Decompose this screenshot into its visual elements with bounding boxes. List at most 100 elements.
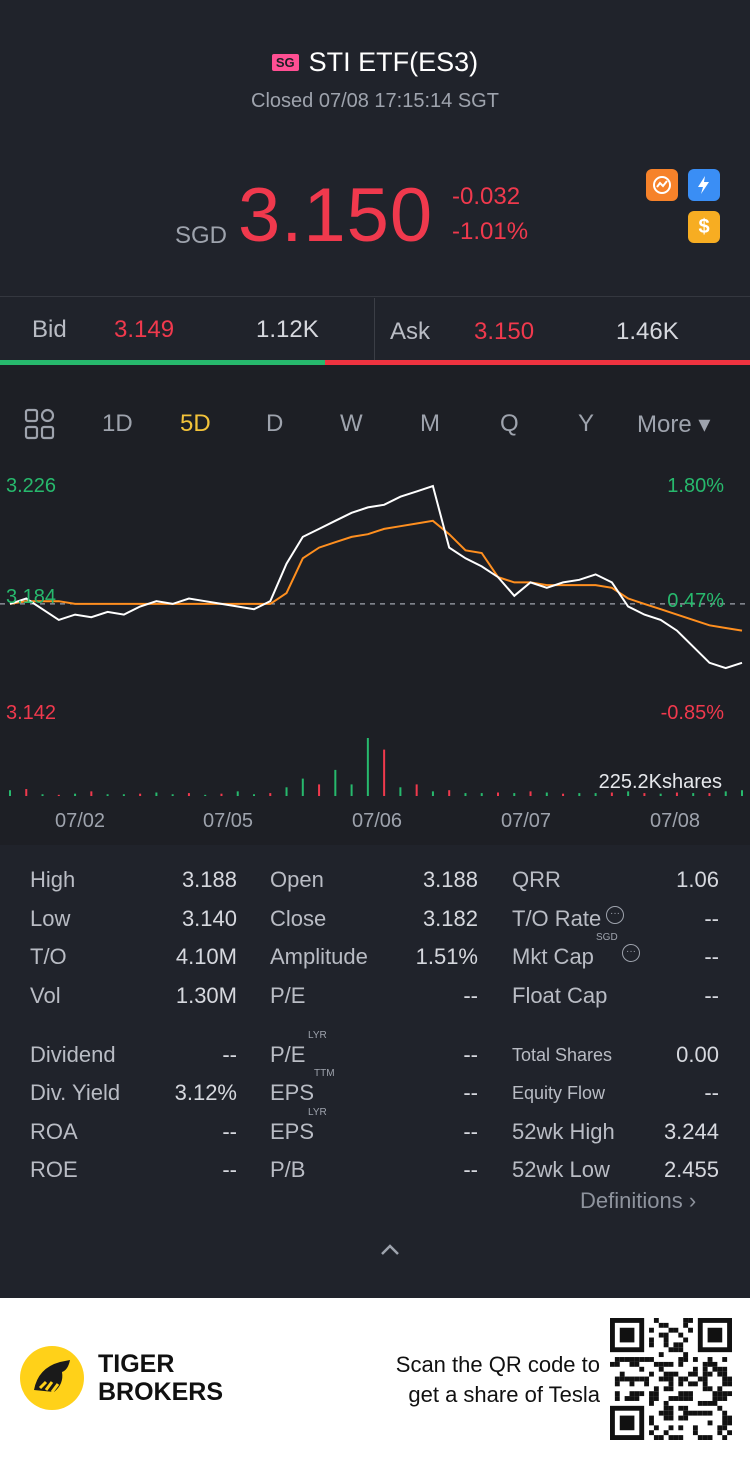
stat-value: --	[222, 1042, 237, 1067]
volume-bar	[659, 793, 662, 796]
stat-label: T/O Rate	[512, 906, 602, 931]
volume-bar	[41, 794, 44, 796]
volume-bar	[643, 793, 646, 796]
brand-name-line1: TIGER	[98, 1350, 175, 1378]
y-axis-label-top: 3.226	[6, 475, 56, 497]
volume-bar	[220, 793, 223, 796]
info-icon[interactable]: ···	[622, 944, 640, 962]
bid-ask-panel	[0, 296, 750, 360]
chart-badge-icon[interactable]	[646, 169, 678, 201]
stat-label: Dividend	[30, 1042, 116, 1067]
volume-bar	[25, 789, 28, 796]
volume-bar	[562, 793, 565, 796]
volume-bar	[399, 787, 402, 796]
stat-label: Amplitude	[270, 944, 368, 969]
tab-q[interactable]: Q	[500, 410, 519, 437]
volume-bar	[708, 793, 711, 796]
volume-bar	[497, 792, 499, 796]
stat-value: 0.00	[676, 1042, 719, 1067]
volume-bar	[431, 791, 434, 796]
tab-5d[interactable]: 5D	[180, 410, 211, 437]
definitions-link[interactable]: Definitions ›	[580, 1188, 697, 1213]
volume-bar	[724, 791, 727, 796]
stat-label: High	[30, 867, 76, 892]
info-icon[interactable]: ···	[606, 906, 624, 924]
volume-bar	[253, 794, 255, 796]
volume-bar	[350, 784, 353, 796]
stat-label: Equity Flow	[512, 1083, 606, 1103]
stat-value: --	[463, 1080, 478, 1105]
stat-label: Float Cap	[512, 983, 608, 1008]
volume-bar	[366, 738, 369, 796]
stat-value: 4.10M	[175, 944, 237, 969]
stat-superscript: SGD	[596, 932, 618, 943]
stat-value: 1.51%	[415, 944, 478, 969]
volume-bar	[74, 793, 77, 796]
stat-label: Close	[270, 906, 327, 931]
stat-label: P/E	[270, 1042, 306, 1067]
volume-bar	[529, 791, 532, 796]
pct-label-mid: 0.47%	[667, 590, 724, 612]
ask-price: 3.150	[474, 318, 535, 345]
stat-value: --	[463, 1042, 478, 1067]
flash-badge-icon[interactable]	[688, 169, 720, 201]
stat-label: Vol	[30, 983, 61, 1008]
stat-value: --	[704, 906, 719, 931]
stat-value: 2.455	[663, 1157, 719, 1182]
tab-w[interactable]: W	[340, 410, 363, 437]
dollar-badge-icon[interactable]: $	[688, 211, 720, 243]
currency-label: SGD	[175, 222, 228, 249]
bid-ratio-bar	[0, 360, 325, 365]
x-tick-label: 07/06	[352, 810, 402, 832]
volume-bar	[692, 793, 695, 796]
stat-label: EPS	[270, 1080, 315, 1105]
tab-m[interactable]: M	[420, 410, 440, 437]
volume-bar	[139, 793, 142, 796]
volume-bar	[318, 784, 321, 796]
volume-bar	[57, 794, 60, 796]
stat-value: 3.188	[422, 867, 478, 892]
volume-bar	[106, 794, 109, 796]
price-chart[interactable]: 3.226 3.184 3.142 1.80% 0.47% -0.85% 225…	[0, 466, 750, 846]
volume-bar	[741, 790, 743, 796]
stat-value: --	[222, 1157, 237, 1182]
grid-view-icon[interactable]	[24, 408, 56, 440]
bid-label: Bid	[32, 316, 67, 343]
stat-label: P/B	[270, 1157, 306, 1182]
ask-ratio-bar	[325, 360, 750, 365]
ask-label: Ask	[390, 318, 431, 345]
stat-label: EPS	[270, 1119, 315, 1144]
stat-value: --	[222, 1119, 237, 1144]
tiger-logo-icon	[20, 1346, 84, 1410]
tab-d[interactable]: D	[266, 410, 284, 437]
x-tick-label: 07/07	[501, 810, 551, 832]
stat-superscript: LYR	[308, 1107, 327, 1118]
x-tick-label: 07/02	[55, 810, 105, 832]
volume-bar	[269, 793, 272, 796]
tab-more[interactable]: More ▾	[637, 411, 711, 438]
stat-label: 52wk High	[512, 1119, 615, 1144]
volume-bar	[464, 793, 467, 796]
volume-label: 225.2Kshares	[599, 771, 722, 793]
stat-label: Low	[30, 906, 71, 931]
stat-value: --	[463, 1119, 478, 1144]
stat-label: Open	[270, 867, 324, 892]
volume-bar	[415, 784, 418, 796]
stat-label: Div. Yield	[30, 1080, 121, 1105]
volume-bar	[334, 769, 337, 796]
tab-1d[interactable]: 1D	[102, 410, 133, 437]
tab-y[interactable]: Y	[578, 410, 595, 437]
period-tabs: 1D 5D D W M Q Y More ▾	[0, 400, 750, 450]
volume-bar	[122, 794, 125, 796]
qr-code-icon[interactable]	[610, 1318, 732, 1440]
stat-value: 3.140	[181, 906, 237, 931]
collapse-chevron-icon[interactable]	[378, 1240, 402, 1260]
volume-bar	[171, 794, 174, 796]
promo-text-line1: Scan the QR code to	[395, 1352, 600, 1377]
volume-bar	[187, 793, 190, 796]
price-change: -0.032	[452, 183, 521, 210]
y-axis-label-bottom: 3.142	[6, 702, 56, 724]
stat-label: ROE	[30, 1157, 78, 1182]
price-change-percent: -1.01%	[452, 218, 529, 245]
volume-bar	[675, 792, 678, 796]
